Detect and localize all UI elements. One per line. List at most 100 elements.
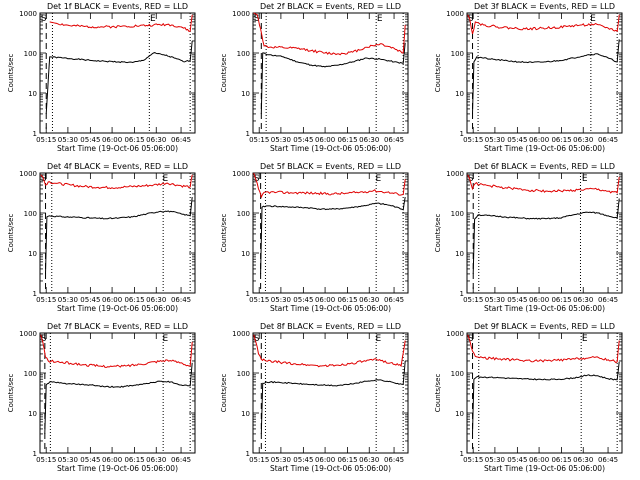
- x-tick-label: 06:30: [573, 136, 593, 144]
- x-tick-label: 06:30: [359, 296, 379, 304]
- y-tick-label: 10: [28, 250, 37, 258]
- events-series-line: [472, 361, 620, 434]
- x-tick-label: 06:15: [337, 456, 357, 464]
- plot-frame: [466, 12, 623, 134]
- end-marker: E: [582, 334, 588, 344]
- x-axis-label: Start Time (19-Oct-06 05:06:00): [484, 304, 605, 313]
- x-tick-label: 06:45: [598, 296, 618, 304]
- x-tick-label: 06:00: [102, 136, 122, 144]
- panel-title: Det 5f BLACK = Events, RED = LLD: [260, 162, 401, 171]
- y-tick-label: 1: [246, 450, 250, 458]
- x-tick-label: 06:15: [551, 296, 571, 304]
- y-tick-label: 100: [451, 210, 464, 218]
- detector-panel: Det 9f BLACK = Events, RED = LLD 1 10 100 10…: [434, 322, 623, 473]
- lld-series-line: [253, 334, 406, 368]
- plot-frame: [252, 172, 409, 294]
- x-tick-label: 06:30: [146, 136, 166, 144]
- x-axis-label: Start Time (19-Oct-06 05:06:00): [57, 144, 178, 153]
- detector-panel: Det 3f BLACK = Events, RED = LLD 1 10 100 10…: [434, 2, 623, 153]
- end-marker: E: [377, 14, 383, 24]
- y-tick-label: 1: [460, 450, 464, 458]
- end-marker: E: [590, 14, 596, 24]
- x-tick-label: 06:15: [124, 136, 144, 144]
- x-axis-label: Start Time (19-Oct-06 05:06:00): [484, 144, 605, 153]
- x-tick-label: 06:00: [529, 136, 549, 144]
- x-tick-label: 06:30: [573, 456, 593, 464]
- end-marker: E: [375, 334, 381, 344]
- x-tick-label: 06:45: [384, 136, 404, 144]
- y-tick-label: 1000: [19, 330, 37, 338]
- x-tick-label: 05:30: [58, 296, 78, 304]
- y-axis-label: Counts/sec: [220, 54, 228, 93]
- x-tick-label: 06:15: [124, 456, 144, 464]
- x-tick-label: 06:00: [315, 456, 335, 464]
- end-marker: E: [375, 174, 381, 184]
- x-tick-label: 05:30: [271, 456, 291, 464]
- x-tick-label: 05:30: [58, 456, 78, 464]
- x-tick-label: 06:30: [359, 136, 379, 144]
- events-series-line: [45, 40, 193, 114]
- y-axis-label: Counts/sec: [434, 214, 442, 253]
- end-marker: E: [162, 334, 168, 344]
- y-tick-label: 100: [24, 50, 37, 58]
- y-tick-label: 1: [246, 290, 250, 298]
- x-tick-label: 05:15: [249, 136, 269, 144]
- events-series-line: [472, 198, 620, 274]
- x-tick-label: 06:45: [171, 456, 191, 464]
- start-marker: S: [254, 14, 260, 24]
- events-series-line: [260, 197, 406, 274]
- y-tick-label: 1000: [446, 10, 464, 18]
- x-tick-label: 05:45: [507, 136, 527, 144]
- x-tick-label: 06:30: [146, 456, 166, 464]
- x-axis-label: Start Time (19-Oct-06 05:06:00): [57, 464, 178, 473]
- lld-series-line: [253, 172, 406, 199]
- x-tick-label: 05:30: [271, 136, 291, 144]
- x-axis-label: Start Time (19-Oct-06 05:06:00): [484, 464, 605, 473]
- events-series-line: [472, 39, 620, 114]
- start-marker: S: [41, 14, 47, 24]
- x-tick-label: 06:15: [337, 296, 357, 304]
- y-tick-label: 1000: [19, 170, 37, 178]
- y-tick-label: 100: [451, 370, 464, 378]
- plot-frame: [39, 172, 196, 294]
- x-tick-label: 05:15: [463, 456, 483, 464]
- y-tick-label: 1000: [446, 330, 464, 338]
- detector-panel: Det 4f BLACK = Events, RED = LLD 1 10 100 10…: [7, 162, 196, 313]
- panel-title: Det 2f BLACK = Events, RED = LLD: [260, 2, 401, 11]
- x-tick-label: 06:45: [598, 456, 618, 464]
- x-tick-label: 05:15: [463, 296, 483, 304]
- y-tick-label: 10: [241, 410, 250, 418]
- y-tick-label: 100: [451, 50, 464, 58]
- start-marker: S: [254, 174, 260, 184]
- lld-series-line: [253, 12, 406, 56]
- y-axis-label: Counts/sec: [7, 214, 15, 253]
- lld-series-line: [49, 14, 193, 32]
- y-axis-label: Counts/sec: [434, 54, 442, 93]
- x-tick-label: 06:15: [551, 136, 571, 144]
- x-tick-label: 06:00: [529, 456, 549, 464]
- x-axis-label: Start Time (19-Oct-06 05:06:00): [270, 304, 391, 313]
- end-marker: E: [150, 14, 156, 24]
- y-tick-label: 1: [33, 290, 37, 298]
- y-tick-label: 1: [33, 450, 37, 458]
- x-tick-label: 06:45: [384, 296, 404, 304]
- end-marker: E: [582, 174, 588, 184]
- x-tick-label: 05:45: [507, 456, 527, 464]
- lld-series-line: [467, 14, 620, 35]
- x-tick-label: 05:45: [293, 296, 313, 304]
- x-tick-label: 05:45: [80, 136, 100, 144]
- x-axis-label: Start Time (19-Oct-06 05:06:00): [57, 304, 178, 313]
- y-tick-label: 10: [455, 90, 464, 98]
- x-tick-label: 06:30: [146, 296, 166, 304]
- plot-frame: [252, 12, 409, 134]
- y-tick-label: 1: [33, 130, 37, 138]
- start-marker: S: [468, 14, 474, 24]
- events-series-line: [260, 42, 406, 114]
- start-marker: S: [468, 334, 474, 344]
- panel-title: Det 3f BLACK = Events, RED = LLD: [474, 2, 615, 11]
- x-tick-label: 05:30: [58, 136, 78, 144]
- panel-title: Det 9f BLACK = Events, RED = LLD: [474, 322, 615, 331]
- panel-title: Det 4f BLACK = Events, RED = LLD: [47, 162, 188, 171]
- y-tick-label: 10: [455, 410, 464, 418]
- x-tick-label: 06:00: [529, 296, 549, 304]
